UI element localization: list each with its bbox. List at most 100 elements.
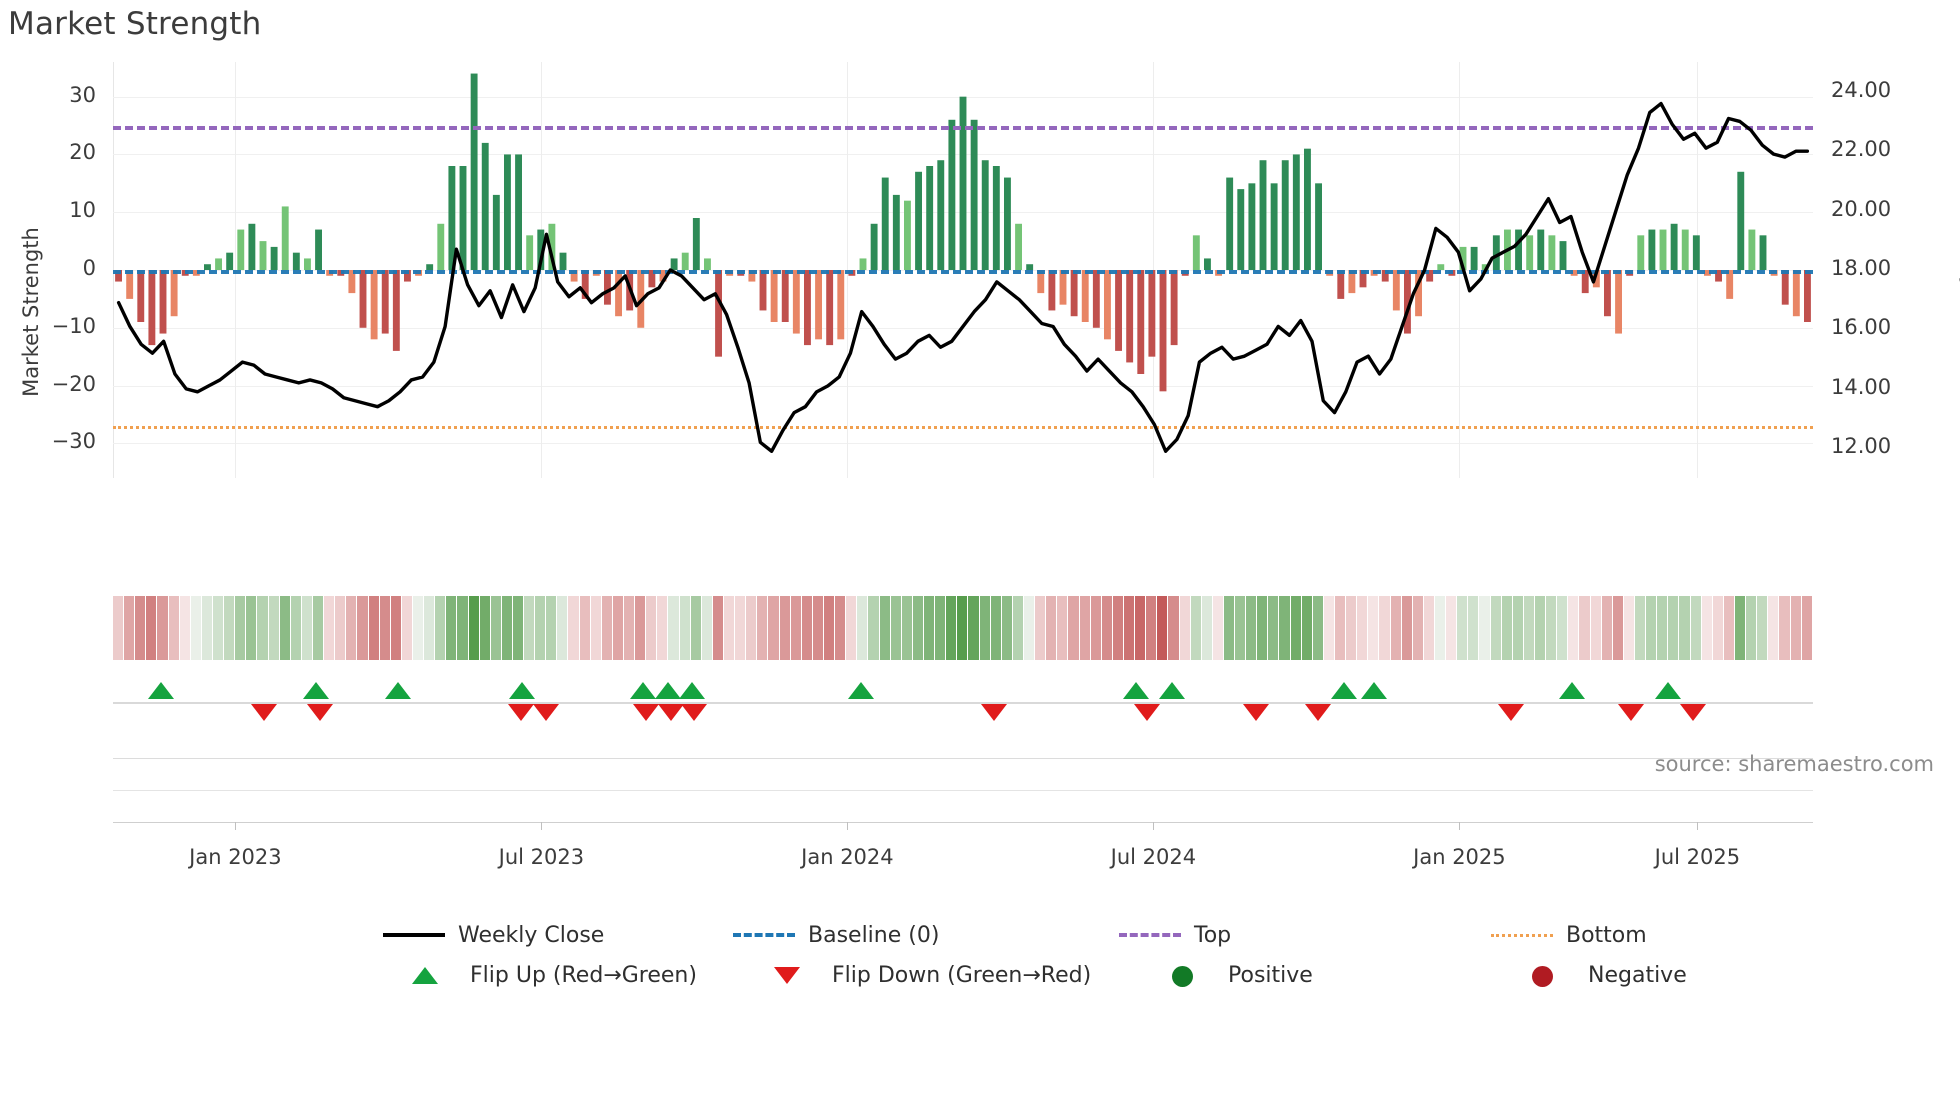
strength-bar xyxy=(837,270,845,340)
y-axis-left-tick-label: 30 xyxy=(69,82,96,107)
strength-bar xyxy=(159,270,167,334)
heatmap-cell xyxy=(835,596,846,660)
legend-swatch-mark xyxy=(412,967,438,984)
legend-item[interactable]: Top xyxy=(1119,923,1231,948)
heatmap-cell xyxy=(324,596,335,660)
strength-bar xyxy=(904,200,911,270)
heatmap-cell xyxy=(957,596,968,660)
heatmap-cell xyxy=(1068,596,1079,660)
strength-bar xyxy=(826,270,834,346)
flip-up-marker-icon xyxy=(1559,682,1586,699)
flip-down-marker-icon xyxy=(508,704,534,721)
strength-bar xyxy=(1337,270,1345,299)
heatmap-cell xyxy=(1390,596,1401,660)
flip-down-marker-icon xyxy=(980,704,1007,721)
y-axis-left-tick-label: 10 xyxy=(69,198,96,223)
strength-bar xyxy=(1792,270,1800,317)
legend-item-label: Weekly Close xyxy=(458,922,605,948)
strength-bar xyxy=(504,154,511,270)
heatmap-cell xyxy=(601,596,612,660)
strength-bar xyxy=(1615,270,1622,334)
legend-item-label: Negative xyxy=(1588,962,1687,988)
strength-bar xyxy=(259,241,267,270)
y-axis-left-tick-label: 20 xyxy=(69,140,96,165)
heatmap-cell xyxy=(335,596,346,660)
legend-row: Flip Up (Red→Green) Flip Down (Green→Red)… xyxy=(0,955,1960,995)
strength-bar xyxy=(1315,183,1322,270)
legend-item[interactable]: Flip Up (Red→Green) xyxy=(395,963,697,988)
heatmap-cell xyxy=(657,596,668,660)
heatmap-cell xyxy=(1035,596,1046,660)
strength-bar xyxy=(1059,270,1067,305)
heatmap-cell xyxy=(890,596,901,660)
y-axis-left-tick-label: −30 xyxy=(51,429,96,454)
heatmap-cell xyxy=(1112,596,1123,660)
strength-bar xyxy=(1737,171,1745,270)
heatmap-cell xyxy=(1057,596,1068,660)
heatmap-cell xyxy=(479,596,490,660)
strength-bar xyxy=(770,270,778,322)
legend-item[interactable]: Positive xyxy=(1153,963,1313,988)
main-plot-area xyxy=(113,62,1813,478)
heatmap-cell xyxy=(935,596,946,660)
x-axis-tick xyxy=(541,822,543,830)
strength-bar xyxy=(1392,270,1400,311)
heatmap-cell xyxy=(124,596,135,660)
strength-bar xyxy=(459,166,467,270)
y-axis-right-tick-label: 18.00 xyxy=(1831,256,1892,280)
heatmap-cell xyxy=(1757,596,1768,660)
legend-swatch-mark xyxy=(1491,934,1553,937)
legend-item[interactable]: Flip Down (Green→Red) xyxy=(757,963,1091,988)
heatmap-cell xyxy=(946,596,957,660)
strength-bar xyxy=(148,270,156,346)
heatmap-cell xyxy=(546,596,557,660)
flip-down-marker-icon xyxy=(632,704,659,721)
strength-bar xyxy=(948,119,956,270)
strength-bars xyxy=(115,73,1811,392)
strength-bar xyxy=(926,166,934,270)
flip-up-marker-icon xyxy=(148,682,175,699)
flip-up-marker-icon xyxy=(1654,682,1681,699)
x-axis-tick-label: Jul 2024 xyxy=(1110,845,1197,869)
legend-item[interactable]: Bottom xyxy=(1491,923,1647,948)
circle-icon xyxy=(1513,964,1575,987)
strength-bar xyxy=(759,270,767,311)
heatmap-cell xyxy=(701,596,712,660)
x-axis-tick-label: Jan 2025 xyxy=(1413,845,1506,869)
flip-marker-lane xyxy=(113,672,1813,734)
source-label: source: sharemaestro.com xyxy=(1654,752,1934,776)
strength-bar xyxy=(970,119,978,270)
strength-bar xyxy=(1537,229,1545,270)
strength-bar xyxy=(292,252,300,270)
heatmap-cell xyxy=(535,596,546,660)
strength-bar xyxy=(548,223,556,270)
heatmap-cell xyxy=(857,596,868,660)
x-axis-tick-label: Jul 2025 xyxy=(1654,845,1741,869)
flip-down-marker-icon xyxy=(1134,704,1161,721)
flip-up-marker-icon xyxy=(508,682,535,699)
strength-bar xyxy=(437,223,445,270)
heatmap-cell xyxy=(923,596,935,660)
heatmap-cell xyxy=(257,596,268,660)
heatmap-cell xyxy=(435,596,446,660)
heatmap-cell xyxy=(1557,596,1568,660)
heatmap-cell xyxy=(1590,596,1601,660)
strength-bar xyxy=(1437,264,1445,270)
strength-bar xyxy=(1292,154,1300,270)
legend-item-label: Bottom xyxy=(1566,922,1647,948)
legend-item-label: Flip Down (Green→Red) xyxy=(832,962,1092,988)
heatmap-cell xyxy=(1679,596,1690,660)
strength-bar xyxy=(1481,264,1489,270)
legend-item-label: Flip Up (Red→Green) xyxy=(470,962,697,988)
y-axis-right-tick-label: 16.00 xyxy=(1831,315,1892,340)
legend-item[interactable]: Negative xyxy=(1513,963,1687,988)
x-axis-tick-label: Jan 2023 xyxy=(189,845,282,869)
strength-bar xyxy=(270,246,278,270)
legend-item[interactable]: Baseline (0) xyxy=(733,923,939,948)
circle-icon xyxy=(1153,964,1215,987)
heatmap-cell xyxy=(1801,596,1812,660)
legend-item[interactable]: Weekly Close xyxy=(383,923,604,948)
strength-bar xyxy=(1659,229,1667,270)
strength-bar xyxy=(126,270,134,299)
